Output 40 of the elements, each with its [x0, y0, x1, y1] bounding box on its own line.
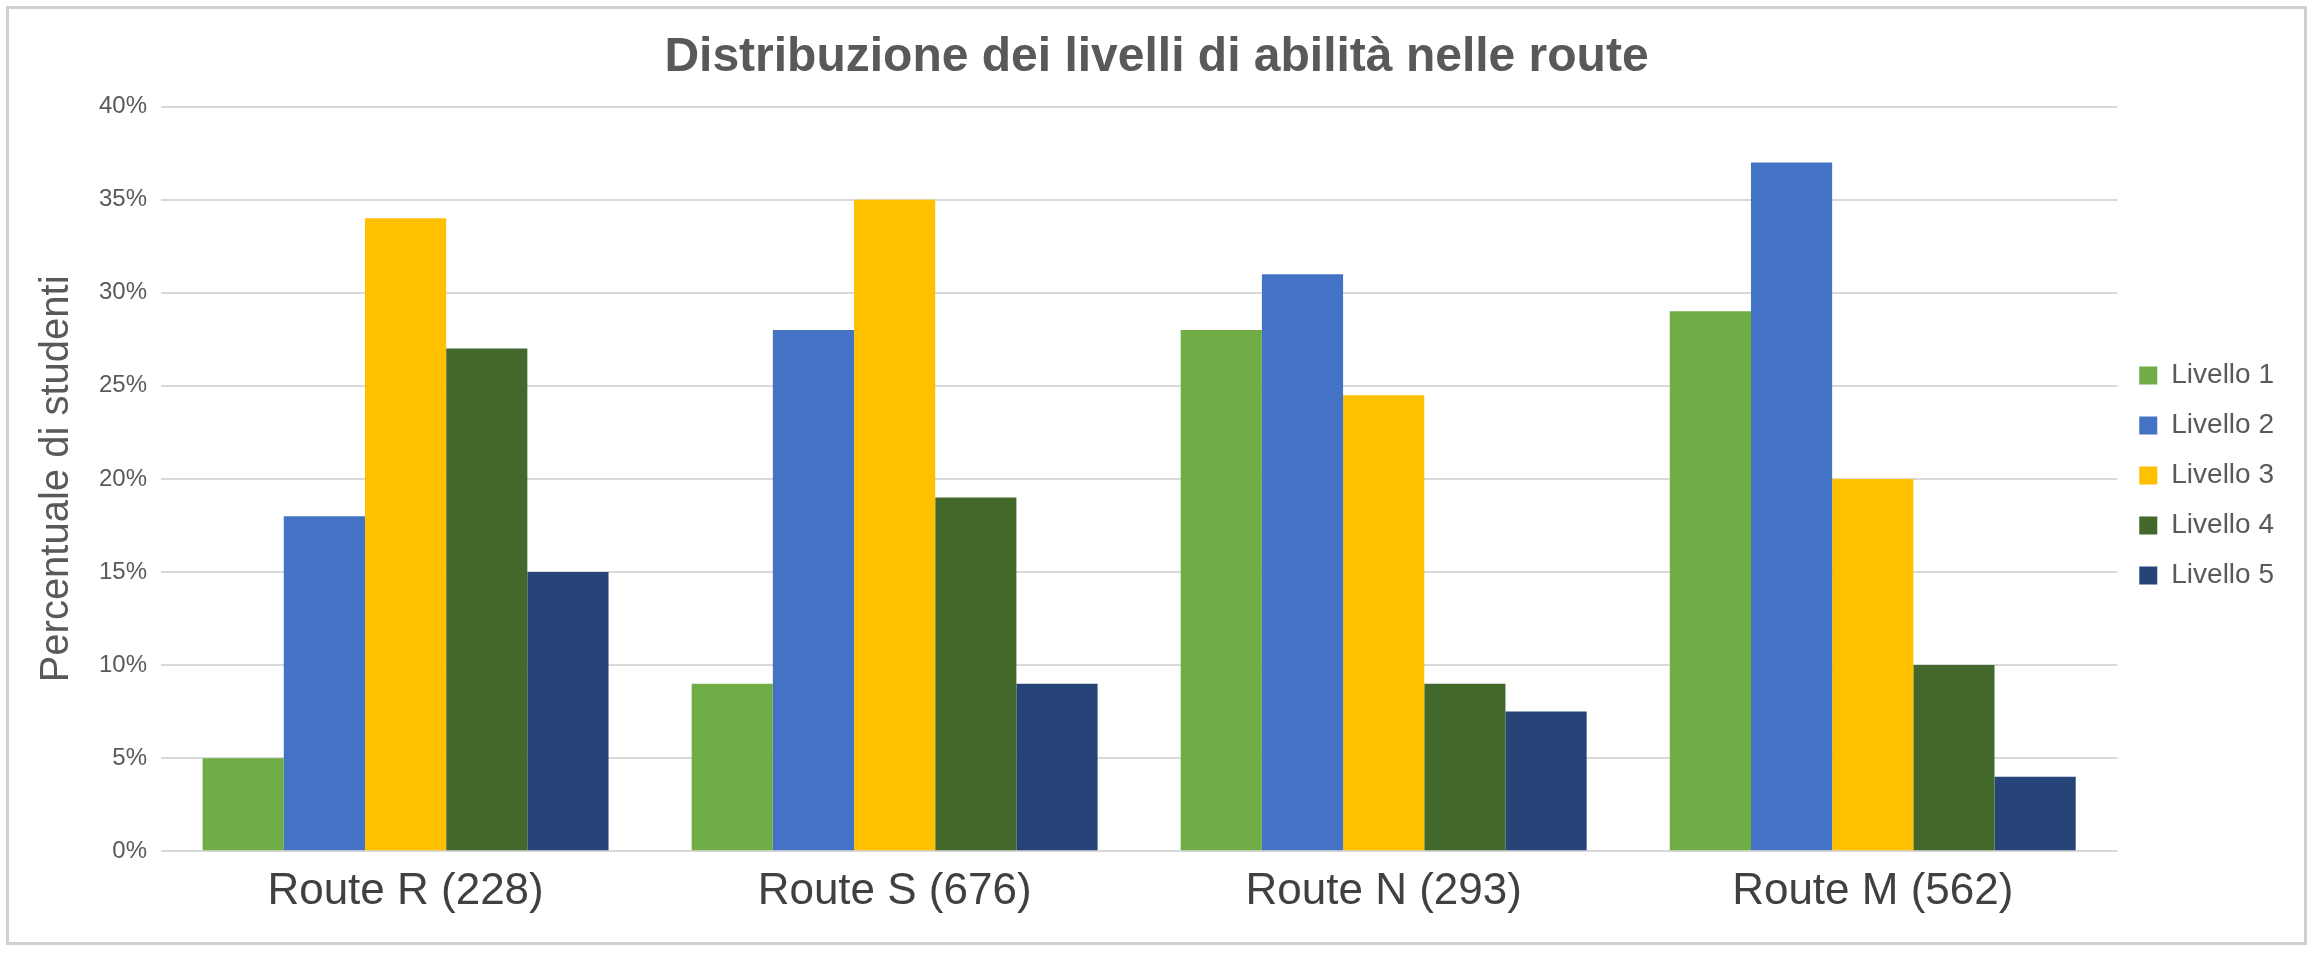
y-tick-label: 5%: [112, 742, 148, 770]
bar: [1994, 776, 2076, 851]
bar: [854, 199, 936, 851]
x-tick-label: Route S (676): [757, 863, 1032, 913]
y-tick-label: 20%: [98, 463, 148, 491]
bar: [364, 218, 447, 851]
y-tick-label: 35%: [98, 184, 148, 212]
bar: [202, 758, 284, 851]
legend-label: Livello 1: [2171, 358, 2274, 390]
legend-label: Livello 2: [2171, 408, 2274, 440]
bar: [527, 571, 609, 851]
bar: [283, 516, 365, 851]
bar: [1669, 311, 1751, 851]
bar: [1832, 478, 1914, 851]
y-tick-label: 30%: [98, 277, 148, 305]
bar: [1016, 683, 1098, 851]
legend-label: Livello 5: [2171, 558, 2274, 590]
bar: [1750, 162, 1833, 851]
legend-label: Livello 4: [2171, 508, 2274, 540]
y-tick-label: 0%: [112, 835, 148, 863]
x-tick-label: Route R (228): [267, 863, 544, 913]
y-tick-label: 40%: [98, 91, 148, 119]
bar: [935, 497, 1017, 851]
x-tick-label: Route N (293): [1245, 863, 1522, 913]
bar: [1505, 711, 1587, 851]
bar: [691, 683, 773, 851]
y-tick-label: 15%: [98, 556, 148, 584]
bar: [1913, 665, 1995, 851]
y-tick-label: 25%: [98, 370, 148, 398]
y-tick-label: 10%: [98, 649, 148, 677]
bar: [1424, 683, 1506, 851]
bar: [772, 329, 855, 851]
bar: [446, 348, 528, 851]
x-tick-label: Route M (562): [1732, 863, 2014, 913]
y-axis-title: Percentuale di studenti: [32, 275, 77, 683]
legend-label: Livello 3: [2171, 458, 2274, 490]
bar: [1343, 395, 1425, 851]
chart-title: Distribuzione dei livelli di abilità nelle route: [664, 28, 1649, 82]
bar: [1261, 274, 1344, 851]
bar: [1180, 329, 1262, 851]
